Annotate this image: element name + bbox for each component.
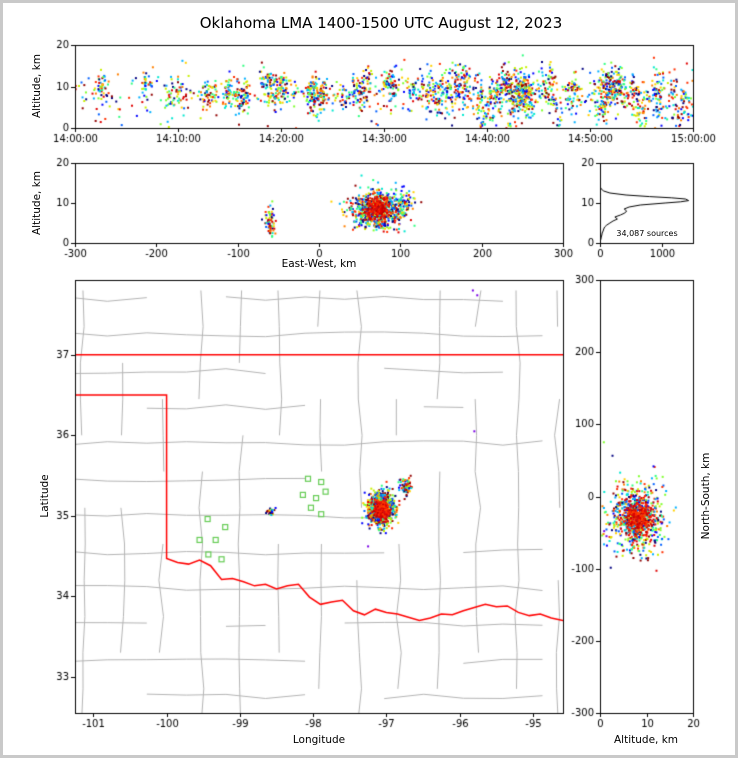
lma-plot-canvas xyxy=(3,3,735,755)
east-west-ylabel: Altitude, km xyxy=(31,170,43,236)
figure-title: Oklahoma LMA 1400-1500 UTC August 12, 20… xyxy=(199,14,563,32)
sources-annotation: 34,087 sources xyxy=(616,229,678,238)
map-xlabel: Longitude xyxy=(292,734,346,746)
map-ylabel: Latitude xyxy=(39,474,51,518)
north-south-xlabel: Altitude, km xyxy=(613,734,679,746)
north-south-ylabel: North-South, km xyxy=(700,452,712,540)
east-west-xlabel: East-West, km xyxy=(281,258,357,270)
time-height-ylabel: Altitude, km xyxy=(31,53,43,119)
